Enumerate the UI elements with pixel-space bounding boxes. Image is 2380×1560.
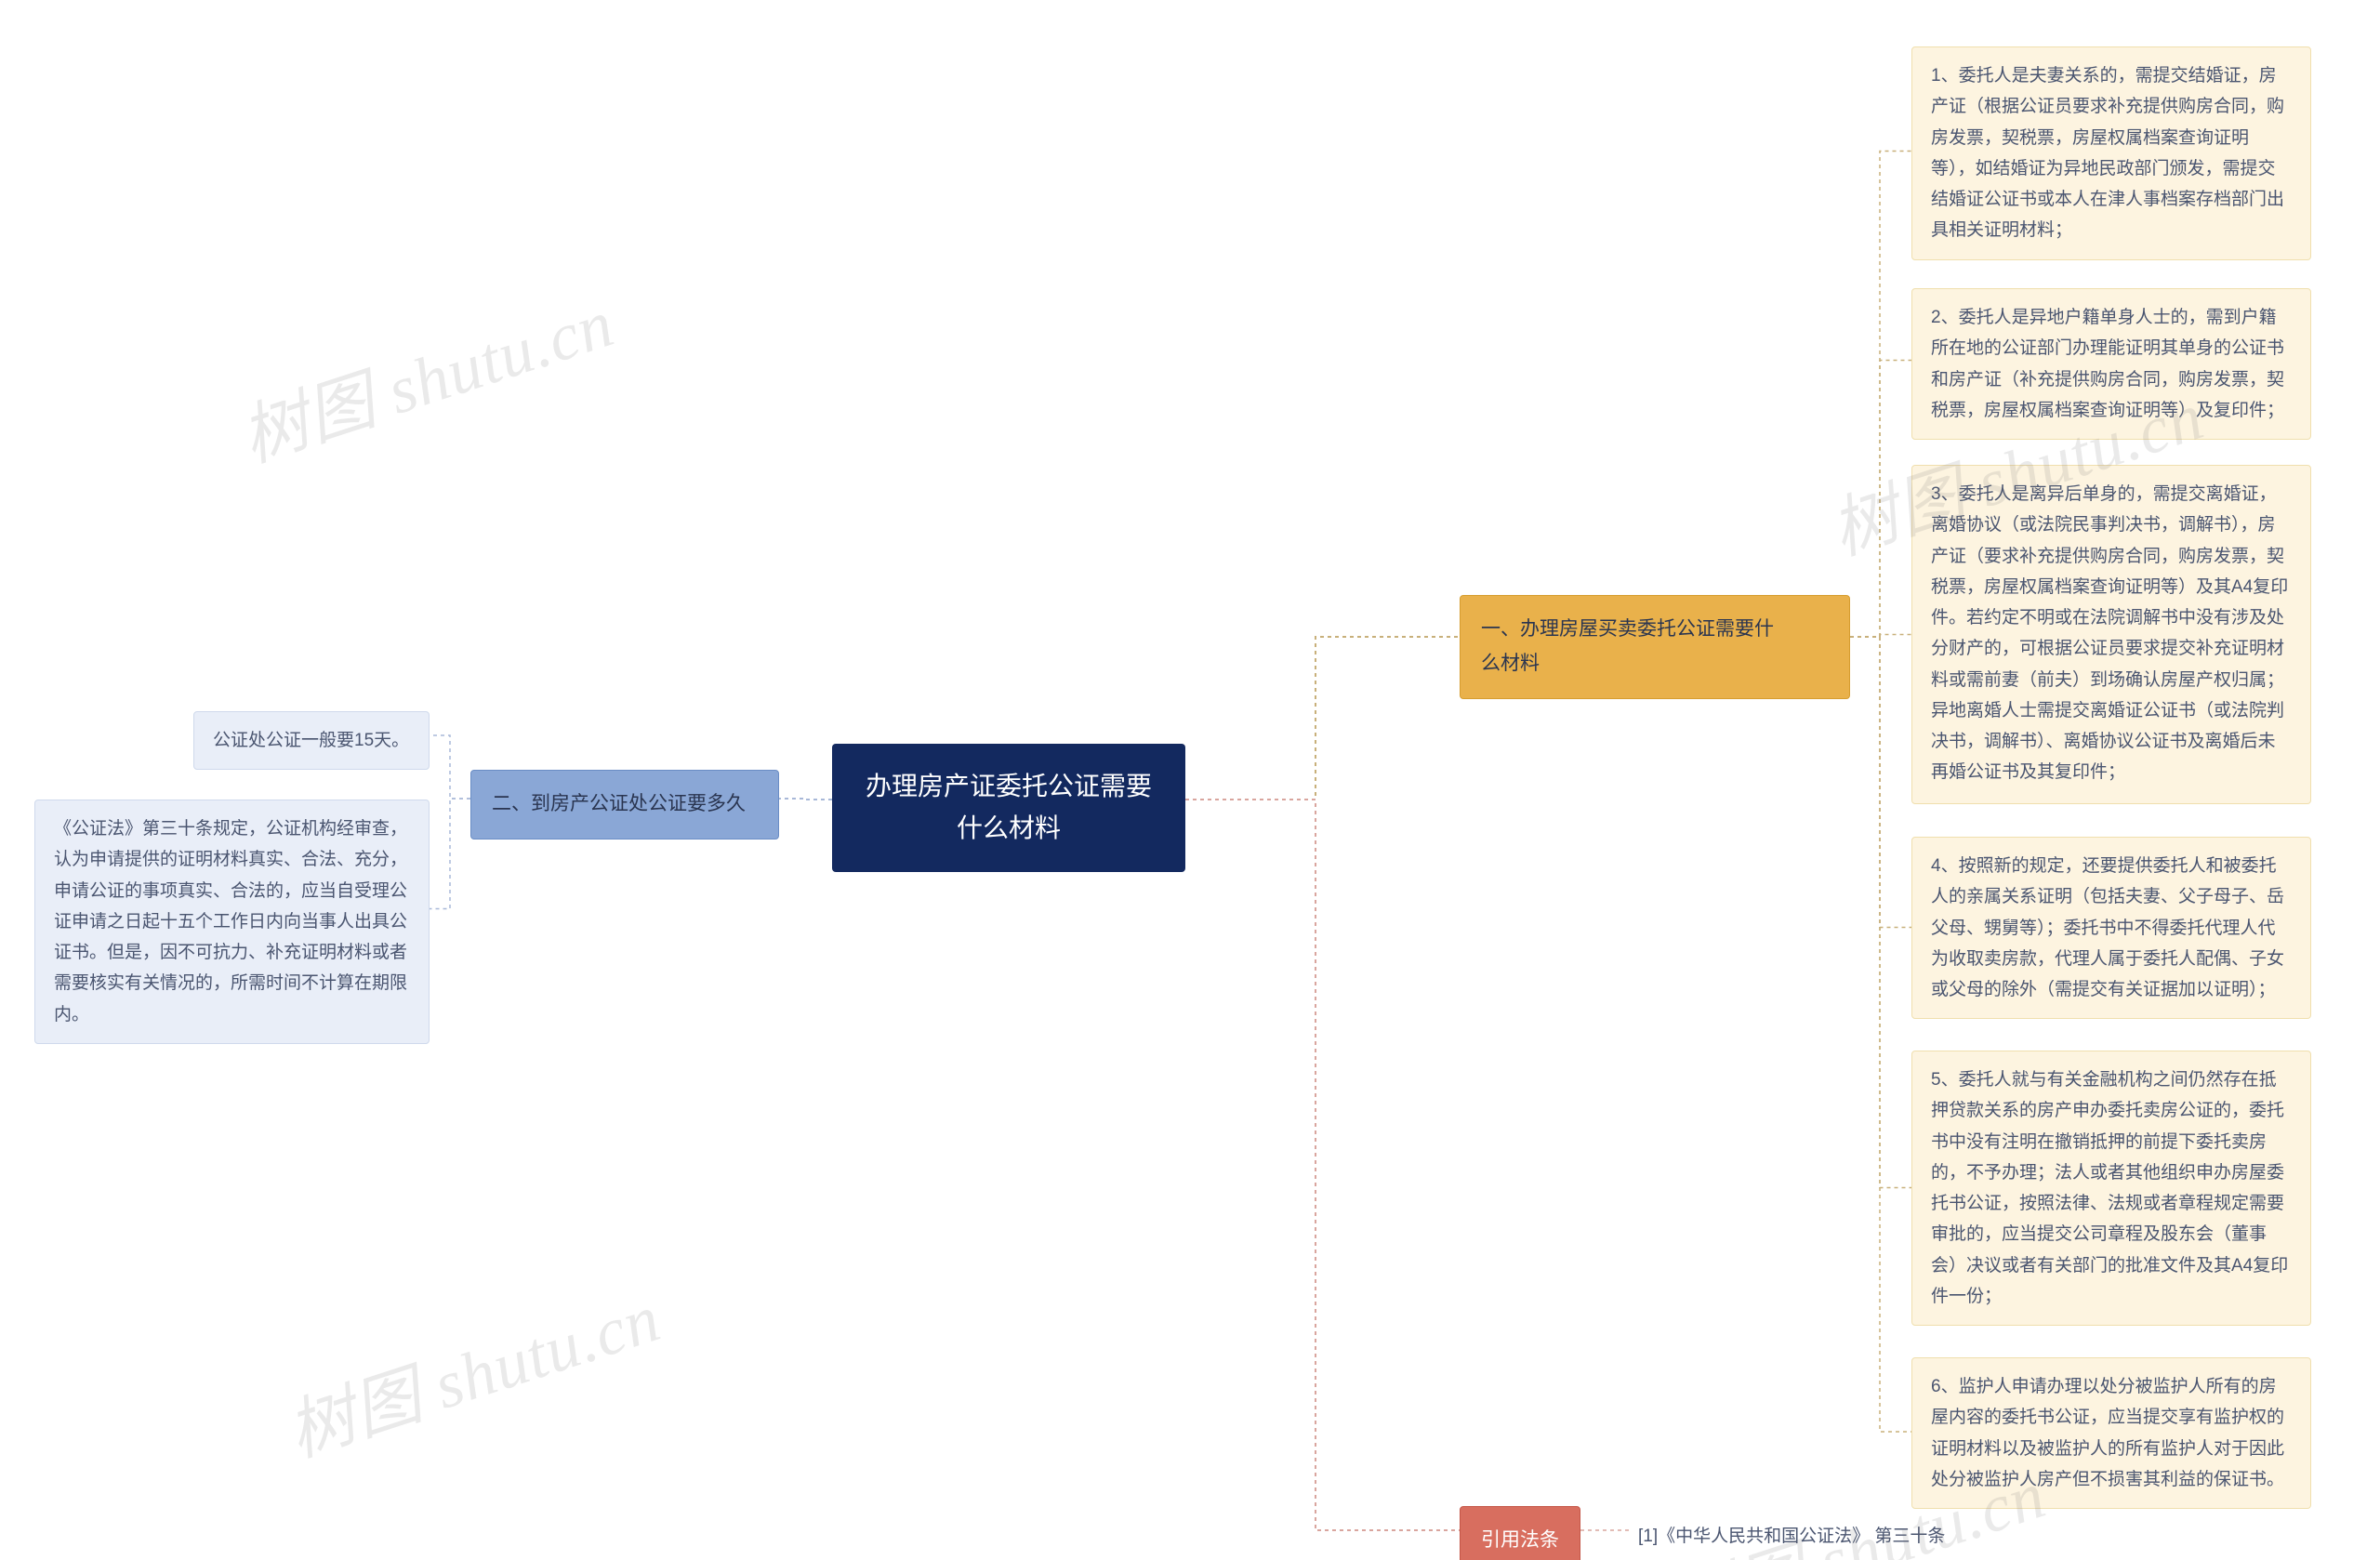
branch-2-text: 二、到房产公证处公证要多久 [492,793,746,814]
branch-2-leaf-1[interactable]: 公证处公证一般要15天。 [193,711,430,770]
branch-1-leaf-3[interactable]: 3、委托人是离异后单身的，需提交离婚证，离婚协议（或法院民事判决书，调解书），房… [1911,465,2311,804]
branch-1-leaf-5[interactable]: 5、委托人就与有关金融机构之间仍然存在抵押贷款关系的房产申办委托卖房公证的，委托… [1911,1051,2311,1326]
branch-3[interactable]: 引用法条 [1460,1506,1580,1560]
branch-1-leaf-1[interactable]: 1、委托人是夫妻关系的，需提交结婚证，房产证（根据公证员要求补充提供购房合同，购… [1911,46,2311,260]
mindmap-canvas: 办理房产证委托公证需要 什么材料 一、办理房屋买卖委托公证需要什 么材料 1、委… [0,0,2380,1560]
leaf-text: 2、委托人是异地户籍单身人士的，需到户籍所在地的公证部门办理能证明其单身的公证书… [1931,308,2284,420]
watermark: 树图 shutu.cn [227,268,624,480]
leaf-text: 《公证法》第三十条规定，公证机构经审查，认为申请提供的证明材料真实、合法、充分，… [54,819,407,1025]
root-text-line2: 什么材料 [957,813,1061,842]
branch-1-text-l1: 一、办理房屋买卖委托公证需要什 [1481,618,1774,640]
branch-2[interactable]: 二、到房产公证处公证要多久 [470,770,779,839]
leaf-text: 6、监护人申请办理以处分被监护人所有的房屋内容的委托书公证，应当提交享有监护权的… [1931,1377,2284,1489]
leaf-text: 5、委托人就与有关金融机构之间仍然存在抵押贷款关系的房产申办委托卖房公证的，委托… [1931,1070,2288,1306]
branch-2-leaf-2[interactable]: 《公证法》第三十条规定，公证机构经审查，认为申请提供的证明材料真实、合法、充分，… [34,800,430,1044]
leaf-text: [1]《中华人民共和国公证法》 第三十条 [1638,1527,1945,1546]
leaf-text: 3、委托人是离异后单身的，需提交离婚证，离婚协议（或法院民事判决书，调解书），房… [1931,484,2288,782]
branch-3-text: 引用法条 [1481,1529,1559,1551]
branch-1-leaf-6[interactable]: 6、监护人申请办理以处分被监护人所有的房屋内容的委托书公证，应当提交享有监护权的… [1911,1357,2311,1509]
watermark: 树图 shutu.cn [273,1263,670,1474]
branch-1-leaf-4[interactable]: 4、按照新的规定，还要提供委托人和被委托人的亲属关系证明（包括夫妻、父子母子、岳… [1911,837,2311,1019]
root-text-line1: 办理房产证委托公证需要 [866,772,1152,800]
branch-3-leaf-1[interactable]: [1]《中华人民共和国公证法》 第三十条 [1629,1515,2001,1557]
leaf-text: 4、按照新的规定，还要提供委托人和被委托人的亲属关系证明（包括夫妻、父子母子、岳… [1931,856,2284,999]
root-node[interactable]: 办理房产证委托公证需要 什么材料 [832,744,1185,872]
branch-1-leaf-2[interactable]: 2、委托人是异地户籍单身人士的，需到户籍所在地的公证部门办理能证明其单身的公证书… [1911,288,2311,440]
leaf-text: 公证处公证一般要15天。 [213,731,409,750]
branch-1-text-l2: 么材料 [1481,653,1540,674]
leaf-text: 1、委托人是夫妻关系的，需提交结婚证，房产证（根据公证员要求补充提供购房合同，购… [1931,66,2284,240]
branch-1[interactable]: 一、办理房屋买卖委托公证需要什 么材料 [1460,595,1850,699]
